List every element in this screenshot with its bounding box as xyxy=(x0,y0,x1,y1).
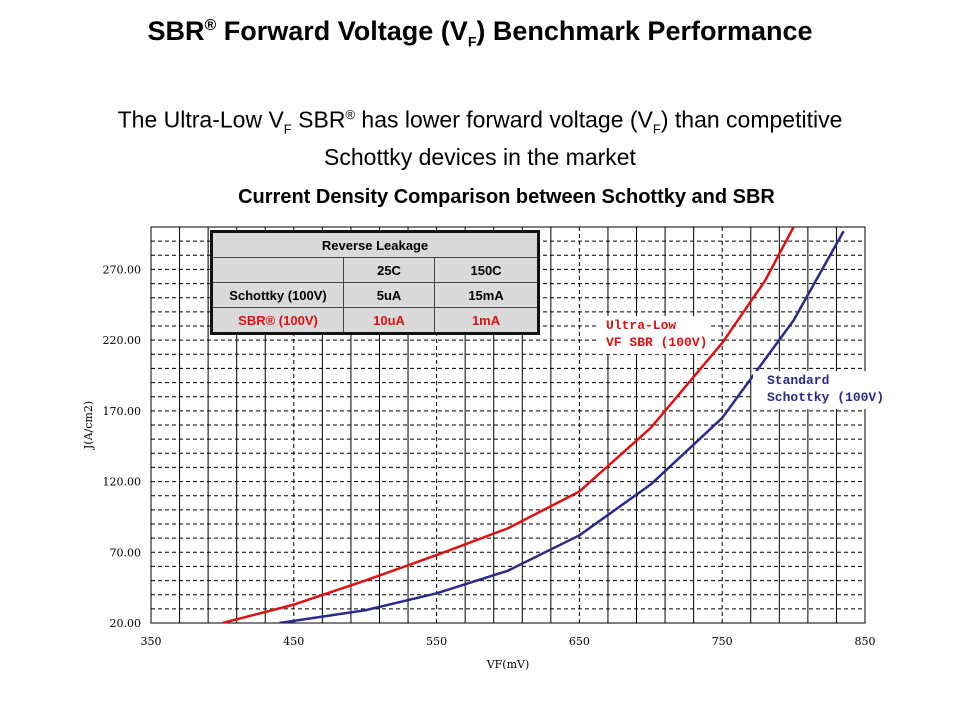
y-tick-label: 270.00 xyxy=(103,263,142,276)
chart-title: Current Density Comparison between Schot… xyxy=(238,186,775,208)
y-tick-label: 70.00 xyxy=(110,546,142,559)
x-tick-label: 350 xyxy=(141,635,162,648)
annotation-bg xyxy=(753,371,885,409)
table-cell: 5uA xyxy=(342,282,436,308)
annotation-bg xyxy=(596,316,708,354)
table-col-header xyxy=(211,257,344,283)
series-annotation: Schottky (100V) xyxy=(767,390,884,405)
sbr-series-line xyxy=(222,227,795,623)
plot-frame xyxy=(150,226,866,624)
table-cell: Schottky (100V) xyxy=(211,282,344,308)
table-cell: 1mA xyxy=(434,307,539,334)
series-annotation: VF SBR (100V) xyxy=(606,335,707,350)
x-tick-label: 550 xyxy=(426,635,447,648)
table-header: Reverse Leakage xyxy=(211,231,539,258)
y-tick-label: 170.00 xyxy=(103,405,142,418)
y-tick-label: 20.00 xyxy=(110,617,142,630)
table-col-header: 25C xyxy=(342,257,436,283)
x-tick-label: 750 xyxy=(712,635,733,648)
reverse-leakage-table: Reverse Leakage 25C 150C Schottky (100V) 5… xyxy=(210,230,540,335)
series-annotation: Ultra-Low xyxy=(606,318,676,333)
table-cell: SBR® (100V) xyxy=(211,307,344,334)
x-tick-label: 850 xyxy=(855,635,876,648)
series-annotation: Standard xyxy=(767,373,829,388)
table-row: Schottky (100V) 5uA 15mA xyxy=(211,282,539,308)
x-tick-label: 450 xyxy=(283,635,304,648)
table-cell: 15mA xyxy=(434,282,539,308)
x-axis-label: VF(mV) xyxy=(486,658,530,671)
table-cell: 10uA xyxy=(342,307,436,334)
slide-title: SBR® Forward Voltage (VF) Benchmark Perf… xyxy=(147,16,813,50)
y-tick-label: 120.00 xyxy=(103,476,142,489)
y-tick-label: 220.00 xyxy=(103,334,142,347)
table-row: SBR® (100V) 10uA 1mA xyxy=(211,307,539,334)
table-col-header: 150C xyxy=(434,257,539,283)
y-axis-label: J(A/cm2) xyxy=(82,401,95,450)
schottky-series-line xyxy=(279,230,845,623)
x-tick-label: 650 xyxy=(569,635,590,648)
slide-subtitle: The Ultra-Low VF SBR® has lower forward … xyxy=(117,106,843,171)
